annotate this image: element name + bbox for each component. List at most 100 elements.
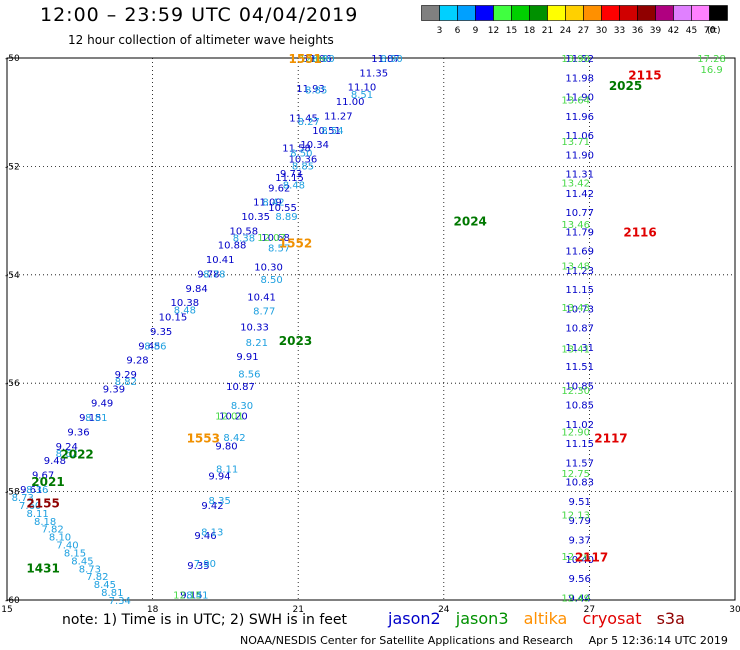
swh-value-label: 11.42	[565, 189, 594, 200]
swh-value-label: 7.90	[194, 559, 216, 570]
swh-value-label: 10.41	[206, 255, 235, 266]
swh-value-label: 9.73	[280, 169, 302, 180]
swh-value-label: 10.35	[241, 212, 270, 223]
swh-value-label: 10.51	[312, 126, 341, 137]
swh-value-label: 9.39	[103, 384, 125, 395]
swh-value-label: 8.38	[233, 234, 255, 245]
swh-value-label: 10.20	[219, 412, 248, 423]
swh-value-label: 10.40	[565, 555, 594, 566]
pass-time-annotation: 2021	[31, 475, 64, 489]
swh-value-label: 12.26	[561, 552, 590, 563]
pass-time-annotation: 2155	[26, 496, 59, 510]
mission-cryosat: cryosat	[582, 609, 642, 628]
swh-value-label: 9.44	[569, 593, 591, 604]
swh-value-label: 8.81	[85, 413, 107, 424]
swh-value-label: 9.80	[215, 442, 237, 453]
swh-value-label: 10.85	[565, 401, 594, 412]
swh-value-label: 9.91	[236, 352, 258, 363]
legend-tick-label: 12	[488, 26, 499, 36]
swh-value-label: 9.35	[150, 327, 172, 338]
mission-jason3: jason3	[455, 609, 509, 628]
pass-time-annotation: 2117	[594, 431, 627, 445]
swh-value-label: 11.86	[303, 54, 332, 65]
x-tick-label: 15	[1, 605, 12, 615]
swh-value-label: 8.82	[115, 377, 137, 388]
color-scale-legend: 3 6 9 12 15 18 21 24 27 30 33 36 39 42 45 70(ft)	[421, 5, 728, 36]
swh-value-label: 7.40	[56, 541, 78, 552]
legend-tick-label: 15	[506, 26, 517, 36]
swh-value-label: 8.56	[238, 370, 260, 381]
swh-value-label: 12.13	[561, 510, 590, 521]
swh-value-label: 13.48	[561, 261, 590, 272]
credit-line: NOAA/NESDIS Center for Satellite Applica…	[240, 634, 740, 647]
swh-value-label: 7.82	[86, 572, 108, 583]
pass-time-annotation: 2116	[623, 225, 656, 239]
y-tick-label: -54	[5, 271, 20, 281]
legend-tick-label: 33	[614, 26, 625, 36]
swh-value-label: 8.57	[268, 243, 290, 254]
legend-tick-label: 30	[596, 26, 608, 36]
swh-value-label: 8.42	[262, 198, 284, 209]
swh-value-label: 8.51	[351, 90, 373, 101]
swh-value-label: 11.31	[565, 343, 594, 354]
legend-tick-label: 36	[632, 26, 644, 36]
swh-value-label: 13.64	[561, 95, 590, 106]
pass-time-annotation: 1551	[288, 52, 321, 66]
x-tick-label: 30	[729, 605, 740, 615]
pass-time-annotation: 1553	[187, 431, 220, 445]
swh-value-label: 11.02	[565, 420, 594, 431]
mission-legend: jason2 jason3 altika cryosat s3a	[388, 609, 695, 628]
swh-value-label: 13.41	[561, 344, 590, 355]
swh-value-label: 11.15	[565, 285, 594, 296]
swh-value-label: 8.85	[292, 162, 314, 173]
mission-jason2: jason2	[388, 609, 441, 628]
swh-value-label: 11.06	[565, 131, 594, 142]
chart-title: 12:00 – 23:59 UTC 04/04/2019	[40, 4, 359, 26]
swh-value-label: 13.90	[561, 54, 590, 65]
swh-value-label: 8.86	[144, 341, 166, 352]
swh-value-label: 11.90	[565, 93, 594, 104]
swh-value-label: 8.90	[312, 54, 334, 65]
x-tick-label: 18	[147, 605, 159, 615]
swh-value-label: 13.42	[561, 178, 590, 189]
swh-value-label: 11.98	[565, 73, 594, 84]
legend-tick-label: 39	[650, 26, 662, 36]
swh-value-label: 11.87	[371, 54, 400, 65]
swh-value-label: 8.13	[201, 527, 223, 538]
swh-value-label: 9.45	[138, 341, 160, 352]
swh-value-label: 10.58	[230, 226, 259, 237]
y-tick-label: -56	[5, 379, 20, 389]
legend-unit-label: (ft)	[707, 26, 721, 36]
swh-value-label: 10.85	[565, 381, 594, 392]
swh-value-label: 9.78	[197, 269, 219, 280]
pass-time-annotation: 1552	[279, 236, 312, 250]
swh-value-label: 10.68	[261, 233, 290, 244]
legend-tick-label: 24	[560, 26, 572, 36]
swh-value-label: 9.67	[32, 471, 54, 482]
mission-altika: altika	[523, 609, 568, 628]
swh-value-label: 8.15	[64, 548, 86, 559]
swh-value-label: 9.46	[194, 531, 216, 542]
swh-value-label: 8.54	[321, 126, 343, 137]
swh-value-label: 8.21	[246, 338, 268, 349]
swh-value-label: 10.15	[159, 313, 188, 324]
swh-value-label: 13.71	[561, 137, 590, 148]
credit-timestamp: Apr 5 12:36:14 UTC 2019	[588, 634, 728, 647]
swh-value-label: 9.29	[115, 370, 137, 381]
swh-value-label: 13.46	[561, 220, 590, 231]
swh-value-label: 9.79	[569, 516, 591, 527]
swh-value-label: 11.31	[565, 170, 594, 181]
swh-value-label: 11.10	[348, 83, 377, 94]
legend-tick-label: 21	[542, 26, 553, 36]
plot-frame	[6, 57, 736, 601]
swh-value-label: 8.62	[56, 449, 78, 460]
swh-value-label: 10.33	[240, 322, 269, 333]
swh-value-label: 8.85	[305, 86, 327, 97]
y-tick-label: -52	[5, 162, 20, 172]
x-tick-label: 21	[292, 605, 303, 615]
swh-value-label: 11.23	[565, 266, 594, 277]
y-tick-label: -50	[5, 54, 20, 64]
swh-value-label: 11.09	[253, 198, 282, 209]
swh-value-label: 8.77	[253, 307, 275, 318]
swh-value-label: 8.35	[209, 496, 231, 507]
